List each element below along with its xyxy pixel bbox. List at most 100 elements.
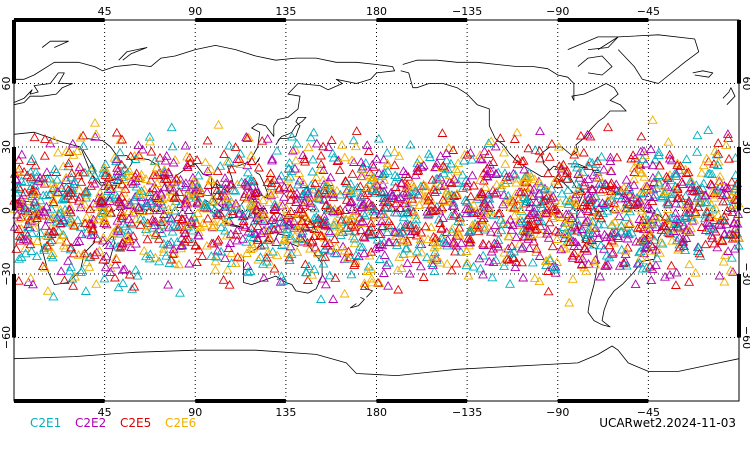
occultation-point	[702, 197, 712, 207]
occultation-point	[53, 225, 64, 235]
occultation-point	[90, 117, 100, 127]
occultation-point	[220, 217, 231, 227]
occultation-point	[402, 179, 413, 189]
occultation-point	[517, 193, 528, 203]
occultation-point	[348, 135, 359, 145]
occultation-point	[670, 181, 681, 191]
occultation-point	[718, 256, 729, 266]
occultation-point	[278, 275, 289, 285]
occultation-point	[643, 191, 654, 201]
occultation-point	[101, 219, 112, 229]
occultation-point	[118, 187, 129, 197]
occultation-point	[499, 247, 510, 257]
occultation-point	[259, 239, 270, 249]
occultation-point	[49, 164, 60, 174]
occultation-point	[402, 236, 413, 246]
occultation-point	[601, 261, 612, 270]
occultation-point	[636, 205, 647, 215]
occultation-point	[418, 160, 429, 170]
coast-greenland	[597, 34, 700, 84]
occultation-point	[264, 233, 275, 243]
top-tick-label: 180	[366, 5, 387, 18]
occultation-point	[563, 236, 574, 246]
occultation-point	[457, 183, 468, 192]
occultation-point	[493, 208, 504, 218]
occultation-point	[596, 151, 607, 161]
occultation-point	[112, 154, 123, 164]
occultation-point	[53, 208, 64, 218]
occultation-point	[335, 204, 346, 214]
occultation-point	[205, 164, 216, 173]
occultation-point	[543, 233, 554, 242]
occultation-point	[509, 202, 520, 212]
occultation-point	[650, 189, 661, 199]
occultation-point	[259, 216, 270, 226]
occultation-point	[104, 172, 115, 182]
occultation-point	[58, 161, 69, 171]
occultation-point	[324, 270, 335, 280]
occultation-point	[642, 181, 652, 191]
occultation-point	[46, 235, 57, 245]
occultation-point	[320, 252, 331, 261]
occultation-point	[253, 221, 263, 231]
occultation-point	[547, 201, 558, 211]
occultation-point	[159, 164, 170, 174]
occultation-point	[441, 189, 451, 198]
occultation-point	[397, 236, 408, 246]
occultation-point	[192, 181, 203, 191]
occultation-point	[181, 199, 192, 208]
occultation-point	[722, 205, 733, 215]
occultation-point	[546, 138, 557, 148]
occultation-point	[562, 185, 573, 194]
occultation-point	[512, 127, 523, 137]
occultation-point	[339, 152, 350, 162]
occultation-point	[656, 237, 666, 247]
occultation-point	[318, 175, 329, 184]
occultation-point	[647, 264, 658, 274]
occultation-point	[565, 194, 576, 204]
occultation-point	[405, 220, 416, 229]
occultation-point	[594, 172, 605, 181]
occultation-point	[222, 264, 233, 274]
occultation-point	[573, 169, 584, 178]
occultation-point	[78, 167, 88, 177]
occultation-point	[551, 225, 561, 235]
occultation-point	[715, 171, 726, 181]
occultation-point	[498, 199, 508, 209]
bottom-tick-label: 90	[188, 406, 202, 419]
occultation-point	[443, 143, 454, 152]
occultation-point	[358, 231, 369, 241]
occultation-point	[183, 188, 194, 198]
occultation-point	[309, 213, 319, 223]
occultation-point	[635, 222, 646, 232]
occultation-point	[607, 249, 618, 258]
occultation-point	[461, 181, 472, 191]
occultation-point	[370, 186, 381, 195]
occultation-point	[382, 160, 393, 170]
occultation-point	[250, 188, 261, 198]
occultation-point	[684, 226, 695, 236]
occultation-point	[683, 167, 694, 177]
occultation-point	[517, 257, 527, 267]
occultation-point	[51, 216, 62, 226]
occultation-point	[396, 263, 407, 272]
occultation-point	[254, 210, 265, 220]
occultation-point	[230, 142, 241, 151]
occultation-point	[389, 226, 400, 236]
occultation-point	[648, 177, 659, 186]
occultation-point	[75, 132, 86, 142]
occultation-point	[76, 229, 87, 239]
occultation-point	[197, 201, 208, 211]
occultation-point	[712, 184, 723, 194]
occultation-point	[423, 148, 434, 158]
occultation-point	[603, 122, 613, 132]
coast-taiwan	[255, 157, 261, 165]
occultation-point	[437, 128, 448, 137]
occultation-point	[183, 205, 194, 214]
occultation-point	[412, 162, 423, 172]
occultation-point	[564, 214, 575, 224]
occultation-point	[400, 198, 411, 208]
occultation-point	[624, 199, 635, 209]
occultation-point	[242, 180, 253, 190]
occultation-point	[20, 248, 31, 258]
